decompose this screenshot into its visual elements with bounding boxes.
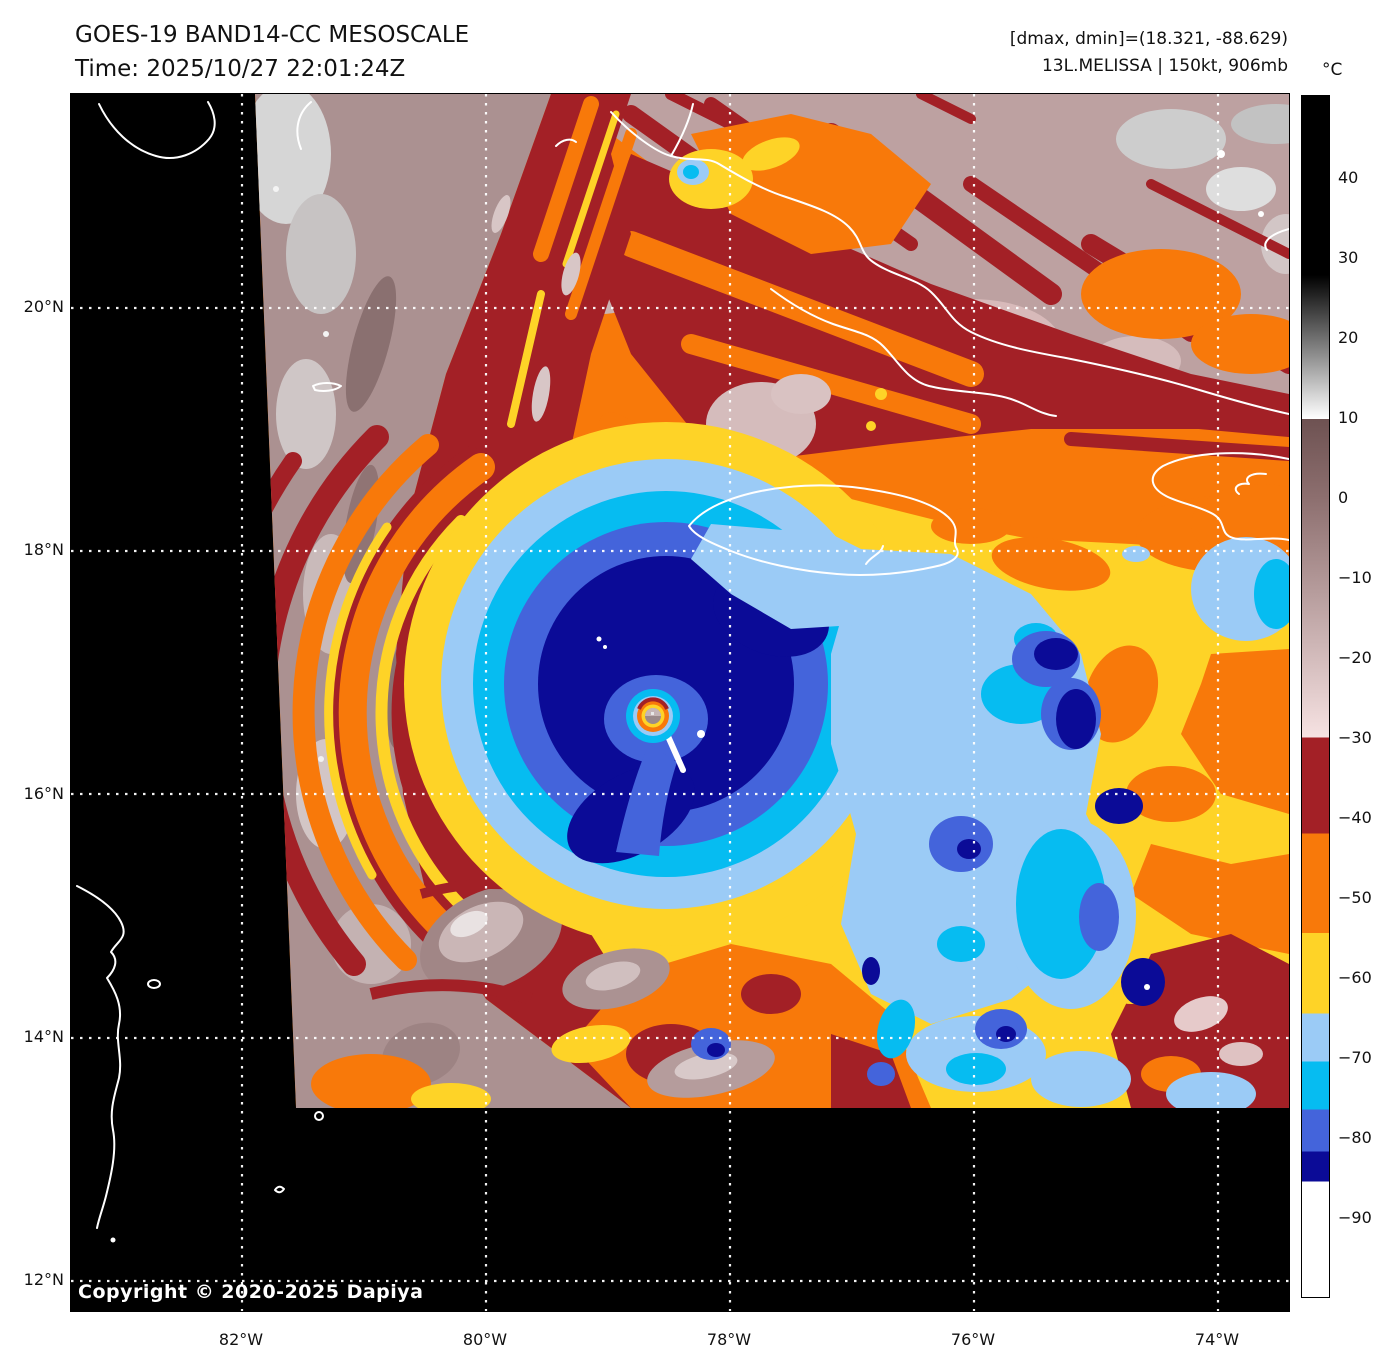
coastline-west-cuba [98,101,216,159]
hurricane-eye [626,689,680,743]
colorbar-tick-0: 0 [1338,488,1349,507]
lon-label-82w: 82°W [218,1330,264,1349]
colorbar-tick-m60: −60 [1338,968,1372,987]
product-title: GOES-19 BAND14-CC MESOSCALE [75,22,470,48]
colorbar-tick-m40: −40 [1338,808,1372,827]
dmax-dmin-annotation: [dmax, dmin]=(18.321, -88.629) [1009,29,1288,49]
colorbar-tick-30: 30 [1338,248,1359,267]
storm-info-annotation: 13L.MELISSA | 150kt, 906mb [1041,56,1288,76]
lat-label-18n: 18°N [23,540,64,559]
lon-label-74w: 74°W [1194,1330,1240,1349]
copyright-notice: Copyright © 2020-2025 Dapiya [78,1281,424,1303]
lat-label-14n: 14°N [23,1027,64,1046]
satellite-map [70,93,1290,1312]
title-block: GOES-19 BAND14-CC MESOSCALE Time: 2025/1… [75,18,469,86]
colorbar-gradient [1302,96,1329,1297]
east-convection-field [691,524,1289,1108]
lat-label-12n: 12°N [23,1270,64,1289]
colorbar-tick-m30: −30 [1338,728,1372,747]
product-time: Time: 2025/10/27 22:01:24Z [75,56,406,82]
colorbar-tick-m10: −10 [1338,568,1372,587]
coastline-grand-cayman [312,382,342,392]
satellite-map-svg [71,94,1289,1311]
lon-label-78w: 78°W [706,1330,752,1349]
coastline-hispaniola [1151,452,1289,541]
colorbar-tick-40: 40 [1338,168,1359,187]
colorbar-tick-m90: −90 [1338,1208,1372,1227]
coastline-jamaica [688,484,959,576]
lon-label-76w: 76°W [950,1330,996,1349]
coastlines [76,101,1289,1243]
colorbar [1301,95,1330,1298]
lat-label-20n: 20°N [23,297,64,316]
colorbar-tick-m50: −50 [1338,888,1372,907]
colorbar-tick-m70: −70 [1338,1048,1372,1067]
colorbar-tick-20: 20 [1338,328,1359,347]
lon-label-80w: 80°W [462,1330,508,1349]
coastline-central-america [76,885,125,1229]
colorbar-tick-m20: −20 [1338,648,1372,667]
coastline-cuba [610,111,1289,415]
colorbar-unit-label: °C [1322,60,1343,80]
annotation-block: [dmax, dmin]=(18.321, -88.629) 13L.MELIS… [1010,26,1288,80]
cuba-cold-overshoot [669,149,753,209]
colorbar-tick-10: 10 [1338,408,1359,427]
colorbar-tick-m80: −80 [1338,1128,1372,1147]
satellite-swath-imagery [255,94,1289,1108]
lat-label-16n: 16°N [23,784,64,803]
